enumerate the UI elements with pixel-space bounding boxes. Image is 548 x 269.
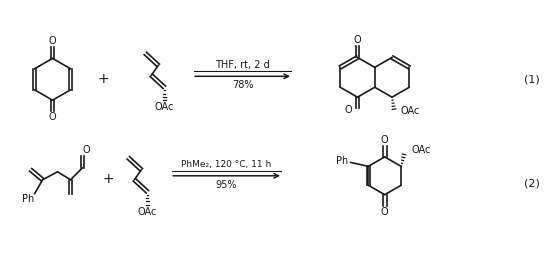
Text: PhMe₂, 120 °C, 11 h: PhMe₂, 120 °C, 11 h [181,160,272,169]
Text: +: + [98,72,109,86]
Text: 78%: 78% [232,80,253,90]
Text: Ph: Ph [21,194,34,204]
Text: O: O [49,37,56,47]
Text: O: O [49,112,56,122]
Text: O: O [353,36,361,45]
Text: (2): (2) [524,179,540,189]
Text: O: O [381,207,389,217]
Text: Ph: Ph [336,156,349,166]
Text: O: O [83,145,90,155]
Text: OAc: OAc [138,207,157,217]
Text: (1): (1) [524,74,540,84]
Text: THF, rt, 2 d: THF, rt, 2 d [215,60,270,70]
Text: O: O [381,135,389,145]
Text: 95%: 95% [216,180,237,190]
Text: OAc: OAc [155,102,174,112]
Text: OAc: OAc [400,106,420,116]
Text: OAc: OAc [412,146,431,155]
Text: +: + [102,172,114,186]
Text: O: O [345,105,352,115]
